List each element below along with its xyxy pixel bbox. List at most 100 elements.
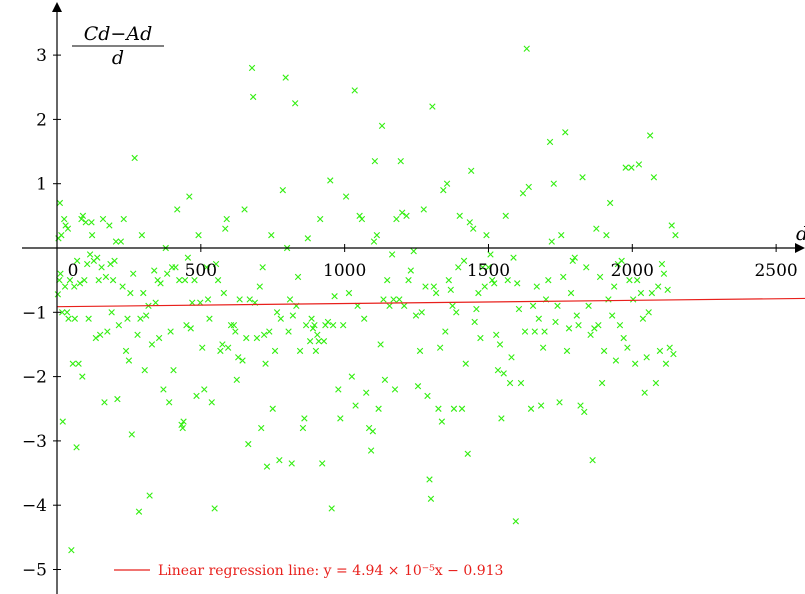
data-point xyxy=(479,264,486,271)
data-point xyxy=(301,415,308,422)
data-point xyxy=(137,315,144,322)
data-point xyxy=(342,193,350,200)
data-point xyxy=(646,132,654,139)
data-point xyxy=(239,357,246,364)
data-point xyxy=(191,276,198,284)
x-axis-title: d xyxy=(796,223,805,245)
data-point xyxy=(102,273,110,281)
data-point xyxy=(447,286,454,293)
data-point xyxy=(69,360,77,367)
data-point xyxy=(405,276,412,284)
data-point xyxy=(356,212,363,220)
data-point xyxy=(71,315,79,322)
data-point xyxy=(204,296,212,303)
data-point xyxy=(579,174,586,181)
data-point xyxy=(84,260,91,268)
y-tick-label: 2 xyxy=(36,110,47,130)
data-point xyxy=(672,231,679,239)
data-point xyxy=(76,280,84,287)
data-point xyxy=(483,231,490,239)
x-tick-label: 1000 xyxy=(323,261,366,281)
data-point xyxy=(263,463,271,470)
data-point xyxy=(641,389,648,396)
data-point xyxy=(317,215,324,223)
data-point xyxy=(569,257,576,265)
data-point xyxy=(552,318,559,326)
data-point xyxy=(648,289,656,297)
data-point xyxy=(59,418,66,425)
data-point xyxy=(66,276,74,284)
data-point xyxy=(440,186,447,194)
data-point xyxy=(233,376,240,384)
data-point xyxy=(666,344,673,351)
data-point xyxy=(445,276,452,284)
data-point xyxy=(208,399,215,406)
data-point xyxy=(390,296,397,303)
y-tick-label: 1 xyxy=(36,175,47,195)
data-point xyxy=(212,260,220,268)
data-point xyxy=(189,299,196,306)
data-point xyxy=(285,328,292,335)
data-point xyxy=(626,276,633,284)
data-point xyxy=(589,457,596,464)
data-point xyxy=(56,199,64,207)
data-point xyxy=(537,402,545,409)
data-point xyxy=(65,315,72,322)
data-point xyxy=(148,341,156,348)
data-point xyxy=(496,341,504,348)
data-point xyxy=(393,215,400,223)
data-point xyxy=(195,231,202,239)
y-axis-title-denominator: d xyxy=(112,47,124,69)
data-point xyxy=(506,379,514,387)
data-point xyxy=(545,276,552,284)
data-point xyxy=(504,276,511,284)
data-point xyxy=(525,183,532,191)
legend: Linear regression line: y = 4.94 × 10⁻⁵x… xyxy=(114,563,503,579)
data-point xyxy=(286,296,294,303)
data-point xyxy=(282,74,289,81)
data-point xyxy=(128,431,135,438)
data-point xyxy=(612,357,620,364)
data-point xyxy=(61,215,68,223)
data-point xyxy=(396,296,403,303)
data-point xyxy=(176,276,183,284)
data-point xyxy=(401,302,408,310)
data-point xyxy=(335,386,342,393)
data-point xyxy=(296,347,304,355)
data-point xyxy=(94,254,101,261)
data-point xyxy=(308,315,315,322)
data-point xyxy=(117,238,125,245)
data-point xyxy=(248,64,256,72)
data-point xyxy=(160,386,167,393)
y-tick-label: −1 xyxy=(22,303,47,323)
data-point xyxy=(109,276,117,284)
data-point xyxy=(311,321,318,329)
data-point xyxy=(468,167,475,175)
data-point xyxy=(456,212,463,220)
data-point xyxy=(315,338,322,345)
data-point xyxy=(289,312,297,319)
data-point xyxy=(370,238,378,245)
data-point xyxy=(523,45,530,52)
y-tick-label: −4 xyxy=(22,496,47,516)
data-point xyxy=(369,428,377,435)
data-point xyxy=(485,264,492,271)
data-point xyxy=(271,347,279,355)
data-point xyxy=(119,283,126,290)
data-point xyxy=(512,518,519,525)
data-point xyxy=(99,215,107,223)
data-point xyxy=(73,444,80,451)
data-point xyxy=(165,399,173,406)
data-point xyxy=(622,164,629,171)
data-point xyxy=(258,424,265,432)
data-point xyxy=(460,257,468,265)
data-point xyxy=(230,321,238,329)
data-point xyxy=(219,341,226,348)
data-point xyxy=(227,321,235,329)
data-point xyxy=(170,366,177,374)
data-point xyxy=(236,296,243,303)
data-point xyxy=(131,154,138,162)
data-point xyxy=(135,508,143,515)
data-point xyxy=(96,331,104,338)
data-point xyxy=(203,264,210,271)
